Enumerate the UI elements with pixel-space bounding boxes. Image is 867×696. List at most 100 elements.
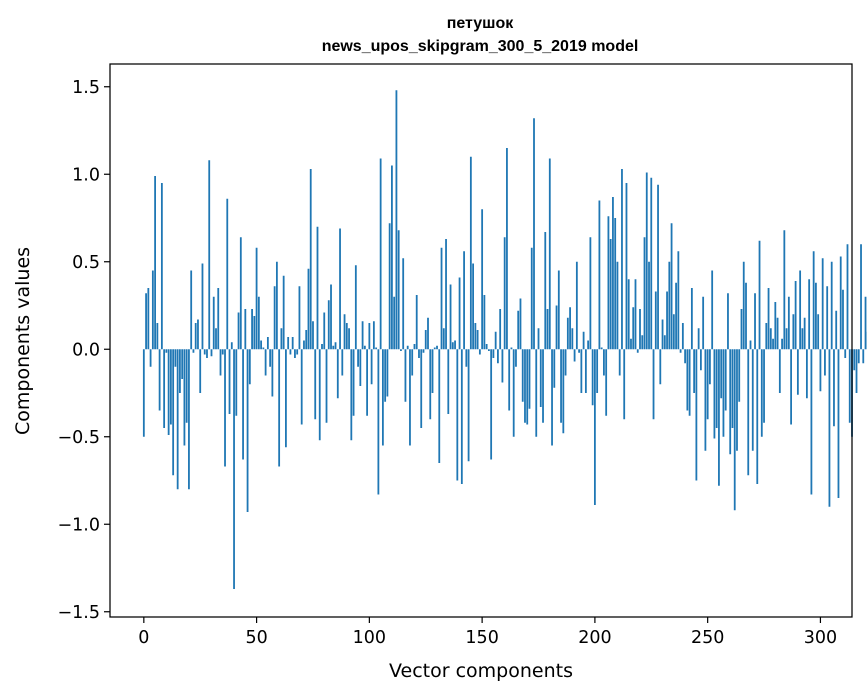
bar-253 (713, 349, 716, 439)
bar-42 (237, 312, 240, 350)
bar-97 (361, 321, 364, 350)
bar-81 (325, 349, 328, 423)
bar-256 (720, 349, 723, 399)
bar-31 (212, 296, 215, 350)
bar-10 (165, 349, 168, 353)
bar-264 (738, 349, 741, 402)
bar-212 (621, 169, 623, 350)
bar-311 (844, 349, 847, 358)
bar-194 (580, 349, 583, 393)
bar-30 (210, 349, 213, 357)
x-tick-label: 300 (804, 628, 837, 648)
bar-312 (846, 244, 849, 350)
bar-249 (704, 349, 707, 451)
y-axis-label: Components values (12, 247, 34, 435)
bar-156 (494, 331, 497, 350)
bar-297 (812, 251, 815, 350)
bar-259 (727, 293, 729, 350)
bar-265 (740, 309, 743, 350)
bar-1 (145, 293, 147, 350)
bar-144 (467, 349, 470, 462)
bar-73 (307, 268, 310, 350)
bar-116 (404, 349, 407, 402)
bar-190 (571, 328, 574, 350)
bar-124 (422, 349, 425, 353)
bar-271 (754, 293, 756, 350)
bar-196 (584, 349, 587, 393)
bar-233 (668, 261, 671, 350)
bar-231 (663, 335, 666, 350)
bar-106 (381, 349, 384, 446)
bar-225 (650, 177, 653, 350)
bar-85 (334, 342, 337, 350)
bar-139 (456, 349, 459, 481)
bar-161 (506, 148, 508, 350)
bar-246 (697, 328, 700, 350)
bar-98 (363, 345, 366, 350)
bar-208 (612, 197, 614, 350)
bar-168 (521, 349, 524, 402)
bar-176 (539, 349, 542, 407)
bar-303 (826, 286, 829, 350)
bar-282 (778, 349, 781, 393)
bar-119 (411, 349, 414, 376)
bar-121 (415, 295, 418, 350)
bar-191 (573, 349, 576, 362)
bar-219 (636, 349, 639, 353)
bar-93 (352, 349, 355, 416)
bar-146 (472, 263, 474, 350)
bar-17 (181, 349, 184, 379)
bar-71 (303, 340, 305, 350)
bar-266 (742, 261, 745, 350)
bar-288 (792, 314, 795, 350)
y-tick-label: 1.0 (72, 165, 100, 185)
bar-216 (630, 338, 632, 350)
bar-107 (384, 349, 387, 402)
bar-60 (278, 349, 281, 467)
bar-140 (458, 277, 461, 350)
bar-240 (684, 349, 686, 364)
bar-204 (603, 349, 605, 376)
bar-241 (686, 349, 689, 411)
bar-123 (420, 349, 423, 428)
bar-143 (465, 349, 468, 367)
bar-252 (711, 270, 714, 350)
bar-58 (273, 286, 276, 350)
bar-182 (553, 349, 556, 388)
bar-105 (379, 158, 382, 350)
bar-310 (842, 289, 844, 350)
bar-76 (314, 349, 317, 420)
bar-299 (817, 314, 820, 350)
y-axis-ticks: 1.5 1.0 0.5 0.0 −0.5 −1.0 −1.5 (58, 78, 110, 623)
bar-207 (609, 239, 612, 350)
bar-51 (257, 296, 260, 350)
bar-77 (316, 226, 319, 350)
bar-180 (548, 158, 551, 350)
x-axis-label: Vector components (389, 660, 573, 682)
bar-90 (345, 323, 348, 350)
y-tick-label: −1.5 (58, 603, 101, 623)
bar-197 (587, 340, 590, 350)
bar-125 (424, 330, 427, 350)
bar-82 (327, 300, 330, 350)
bar-223 (645, 172, 648, 350)
bar-163 (510, 347, 513, 350)
bar-293 (803, 317, 806, 350)
bar-127 (429, 349, 432, 420)
bar-67 (294, 349, 296, 358)
bar-211 (618, 349, 621, 376)
bar-292 (801, 328, 804, 350)
bar-132 (440, 247, 443, 350)
bar-152 (485, 344, 488, 350)
bar-87 (339, 228, 341, 350)
bar-11 (167, 349, 170, 435)
bar-187 (564, 349, 567, 376)
y-tick-label: −0.5 (58, 428, 101, 448)
bar-224 (648, 261, 650, 350)
bar-174 (535, 349, 538, 437)
bar-33 (217, 288, 220, 350)
bar-202 (598, 200, 601, 350)
bar-218 (634, 279, 637, 350)
y-tick-label: 1.5 (72, 78, 100, 98)
bar-25 (199, 349, 202, 393)
